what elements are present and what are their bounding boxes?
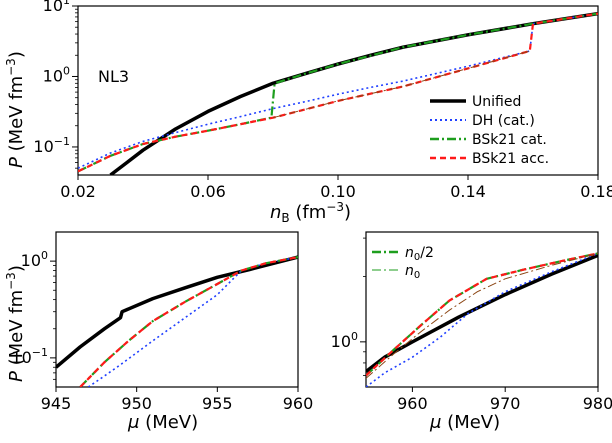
panel-top-legend: Unified DH (cat.) BSk21 cat. BSk21 acc. bbox=[430, 94, 549, 167]
series-line-n0-2-acc- bbox=[366, 252, 598, 377]
panel-br-series bbox=[366, 252, 598, 387]
x-tick-label: 0.06 bbox=[190, 182, 226, 201]
legend-dh-label: DH (cat.) bbox=[472, 113, 535, 129]
panel-top-series bbox=[78, 11, 598, 175]
series-line-unified bbox=[56, 255, 298, 369]
panel-bl-ticks: 945 950 955 960 10−1 100 bbox=[11, 249, 313, 413]
series-line-dh-cat- bbox=[366, 252, 598, 387]
panel-bl-ylabel: P (MeV fm−3) bbox=[4, 265, 27, 382]
y-tick-label: 10−1 bbox=[11, 346, 48, 367]
panel-bl-xlabel: μ (MeV) bbox=[127, 412, 198, 433]
panel-bl-series bbox=[56, 255, 298, 387]
panel-top-ticks: 0.02 0.06 0.10 0.14 0.18 10−1 100 101 bbox=[33, 0, 612, 201]
panel-br-ticks: 960 970 980 100 bbox=[331, 237, 612, 413]
panel-br-legend: n0/2 n0 bbox=[372, 245, 434, 281]
legend-unified-label: Unified bbox=[472, 94, 521, 110]
panel-bottom-right: 960 970 980 100 n0/2 n0 μ (MeV) bbox=[331, 231, 612, 433]
x-tick-label: 970 bbox=[490, 394, 521, 413]
legend-bsk21acc-label: BSk21 acc. bbox=[472, 151, 549, 167]
y-tick-label: 100 bbox=[43, 64, 70, 85]
series-line-dh-cat- bbox=[87, 256, 298, 387]
series-line-bsk21-cat- bbox=[78, 12, 598, 173]
series-line-bsk21-acc-thin- bbox=[272, 50, 530, 119]
panel-top-xlabel: nB (fm−3) bbox=[270, 200, 351, 225]
legend-n0-label: n0 bbox=[405, 263, 420, 281]
x-tick-label: 950 bbox=[121, 394, 152, 413]
legend-bsk21cat-label: BSk21 cat. bbox=[472, 132, 547, 148]
x-tick-label: 945 bbox=[41, 394, 72, 413]
x-tick-label: 960 bbox=[397, 394, 428, 413]
y-tick-label: 101 bbox=[43, 0, 70, 15]
panel-top-ylabel: P (MeV fm−3) bbox=[4, 51, 27, 168]
series-line-dh-cat- bbox=[78, 12, 598, 169]
series-line-bsk21-acc- bbox=[79, 256, 298, 387]
series-line-n0 bbox=[366, 252, 598, 379]
x-tick-label: 0.10 bbox=[320, 182, 356, 201]
y-tick-label: 100 bbox=[21, 249, 48, 270]
x-tick-label: 0.18 bbox=[580, 182, 612, 201]
panel-top-frame bbox=[77, 5, 599, 176]
x-tick-label: 0.14 bbox=[450, 182, 486, 201]
panel-bl-frame bbox=[55, 231, 299, 388]
legend-n0half-label: n0/2 bbox=[405, 245, 434, 263]
x-tick-label: 960 bbox=[283, 394, 314, 413]
y-tick-label: 10−1 bbox=[33, 135, 70, 156]
panel-bottom-left: 945 950 955 960 10−1 100 μ (MeV) P (MeV fm−3) bbox=[4, 231, 313, 433]
y-tick-label: 100 bbox=[331, 330, 358, 351]
x-tick-label: 955 bbox=[202, 394, 233, 413]
series-line-n0-2 bbox=[366, 252, 598, 377]
x-tick-label: 980 bbox=[583, 394, 612, 413]
panel-br-frame bbox=[365, 231, 599, 388]
panel-br-xlabel: μ (MeV) bbox=[429, 412, 500, 433]
series-line-unified bbox=[366, 253, 598, 373]
panel-top: 0.02 0.06 0.10 0.14 0.18 10−1 100 101 NL3 Unifi… bbox=[4, 0, 612, 225]
panel-top-annotation: NL3 bbox=[98, 67, 129, 86]
series-line-bsk21-cat- bbox=[79, 256, 298, 387]
x-tick-label: 0.02 bbox=[60, 182, 96, 201]
